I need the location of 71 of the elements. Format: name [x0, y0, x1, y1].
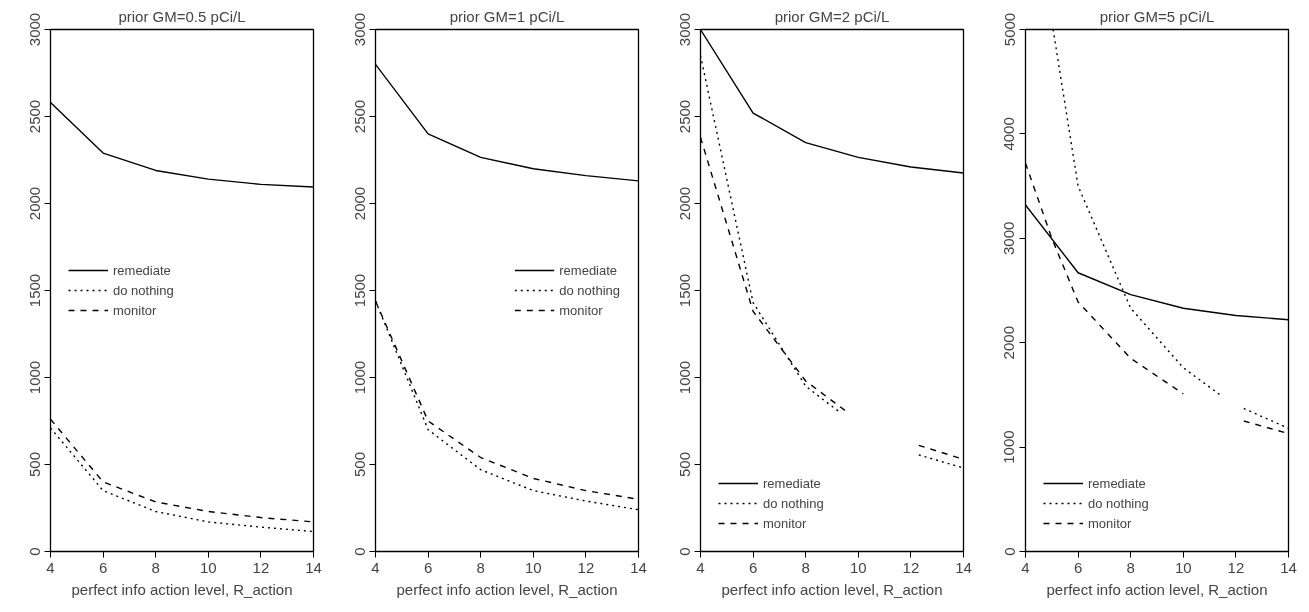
- y-tick-label: 2000: [1000, 326, 1018, 360]
- legend-label: remediate: [113, 262, 171, 278]
- y-tick-label: 1000: [25, 360, 43, 395]
- y-tick-label: 3000: [675, 12, 693, 47]
- legend-label: remediate: [1088, 475, 1146, 491]
- y-tick-label: 0: [350, 547, 368, 556]
- x-axis-title: perfect info action level, R_action: [396, 580, 618, 598]
- x-tick-label: 14: [305, 558, 322, 576]
- y-tick-label: 3000: [350, 12, 368, 47]
- x-tick-label: 8: [476, 558, 485, 576]
- y-tick-label: 500: [350, 451, 368, 478]
- y-tick-label: 2000: [675, 186, 693, 221]
- y-tick-label: 3000: [25, 12, 43, 47]
- y-tick-label: 3000: [1000, 221, 1018, 255]
- x-tick-label: 12: [577, 558, 595, 576]
- x-tick-label: 14: [1280, 558, 1297, 576]
- x-tick-label: 8: [801, 558, 810, 576]
- y-tick-label: 2000: [350, 186, 368, 221]
- x-tick-label: 8: [151, 558, 160, 576]
- x-tick-label: 6: [423, 558, 433, 576]
- x-tick-label: 10: [849, 558, 867, 576]
- y-tick-label: 1000: [675, 360, 693, 395]
- x-tick-label: 4: [46, 558, 55, 576]
- x-tick-label: 4: [1021, 558, 1030, 576]
- x-tick-label: 12: [252, 558, 270, 576]
- legend-label: remediate: [763, 475, 821, 491]
- x-tick-label: 6: [1073, 558, 1083, 576]
- x-tick-label: 10: [1174, 558, 1192, 576]
- y-tick-label: 0: [25, 547, 43, 556]
- y-tick-label: 5000: [1000, 12, 1018, 47]
- x-tick-label: 8: [1126, 558, 1135, 576]
- legend-label: monitor: [113, 302, 157, 318]
- chart-title: prior GM=2 pCi/L: [774, 7, 890, 25]
- y-tick-label: 1500: [25, 273, 43, 308]
- x-tick-label: 14: [630, 558, 647, 576]
- x-tick-label: 4: [371, 558, 380, 576]
- chart-title: prior GM=5 pCi/L: [1099, 7, 1215, 25]
- y-tick-label: 500: [675, 451, 693, 478]
- chart-title: prior GM=0.5 pCi/L: [118, 7, 246, 25]
- y-tick-label: 2000: [25, 186, 43, 221]
- x-tick-label: 12: [902, 558, 920, 576]
- y-tick-label: 1000: [350, 360, 368, 395]
- y-tick-label: 0: [1000, 547, 1018, 556]
- x-tick-label: 12: [1227, 558, 1245, 576]
- x-tick-label: 14: [955, 558, 972, 576]
- y-tick-label: 500: [25, 451, 43, 478]
- y-tick-label: 1500: [350, 273, 368, 308]
- y-tick-label: 2500: [350, 99, 368, 134]
- legend-label: remediate: [559, 262, 618, 278]
- y-tick-label: 1500: [675, 273, 693, 308]
- x-axis-title: perfect info action level, R_action: [721, 580, 943, 598]
- x-tick-label: 4: [696, 558, 705, 576]
- x-axis-title: perfect info action level, R_action: [71, 580, 293, 598]
- y-tick-label: 0: [675, 547, 693, 556]
- x-tick-label: 10: [199, 558, 217, 576]
- legend-label: do nothing: [1088, 495, 1149, 511]
- x-tick-label: 6: [748, 558, 758, 576]
- y-tick-label: 2500: [675, 99, 693, 134]
- legend-label: do nothing: [559, 282, 620, 298]
- x-tick-label: 6: [98, 558, 108, 576]
- legend-label: monitor: [1088, 515, 1132, 531]
- chart-title: prior GM=1 pCi/L: [449, 7, 565, 25]
- x-tick-label: 10: [524, 558, 542, 576]
- legend-label: do nothing: [113, 282, 174, 298]
- legend-label: monitor: [763, 515, 807, 531]
- legend-label: do nothing: [763, 495, 824, 511]
- y-tick-label: 2500: [25, 99, 43, 134]
- x-axis-title: perfect info action level, R_action: [1046, 580, 1268, 598]
- y-tick-label: 1000: [1000, 430, 1018, 464]
- legend-label: monitor: [559, 302, 603, 318]
- y-tick-label: 4000: [1000, 117, 1018, 151]
